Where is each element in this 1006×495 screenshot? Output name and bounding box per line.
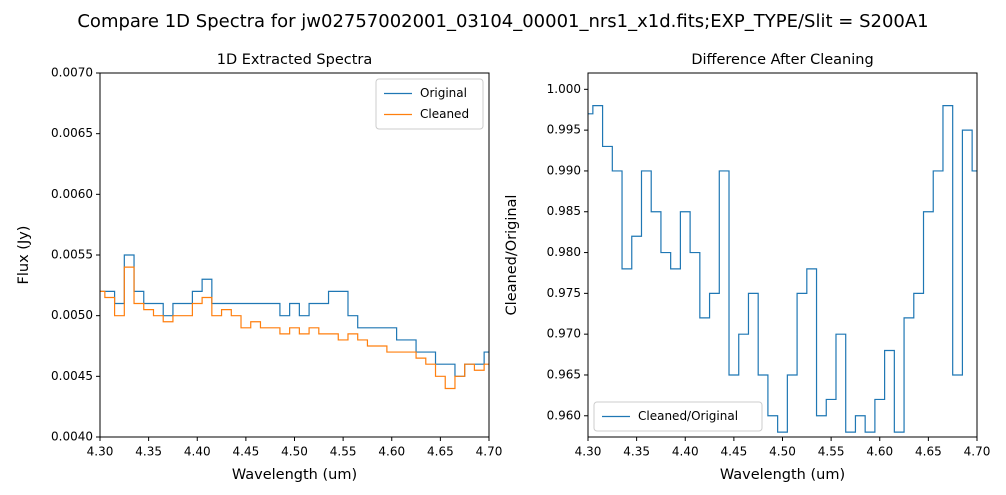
y-tick-label: 0.975 <box>547 286 581 300</box>
x-tick-label: 4.40 <box>184 445 211 459</box>
y-tick-label: 0.965 <box>547 367 581 381</box>
legend-box <box>593 401 763 432</box>
series-line <box>588 105 977 433</box>
axes-frame <box>587 72 978 438</box>
x-tick-label: 4.55 <box>818 445 845 459</box>
x-axis-label: Wavelength (um) <box>720 467 845 483</box>
x-tick-label: 4.70 <box>476 445 503 459</box>
x-tick-label: 4.65 <box>427 445 454 459</box>
x-tick-label: 4.40 <box>672 445 699 459</box>
legend-label: Cleaned <box>420 107 469 121</box>
x-tick-label: 4.35 <box>623 445 650 459</box>
y-tick-label: 0.960 <box>547 408 581 422</box>
x-tick-label: 4.55 <box>330 445 357 459</box>
x-tick-label: 4.50 <box>769 445 796 459</box>
figure-title: Compare 1D Spectra for jw02757002001_031… <box>77 11 928 32</box>
plot-area <box>588 105 977 433</box>
legend-label: Original <box>420 86 467 100</box>
x-tick-label: 4.70 <box>964 445 991 459</box>
y-tick-label: 0.990 <box>547 163 581 177</box>
legend-label: Cleaned/Original <box>638 409 738 423</box>
series-line <box>100 254 489 377</box>
x-tick-label: 4.50 <box>281 445 308 459</box>
x-tick-label: 4.30 <box>575 445 602 459</box>
y-tick-label: 1.000 <box>547 82 581 96</box>
y-tick-label: 0.0065 <box>51 126 93 140</box>
x-tick-label: 4.45 <box>721 445 748 459</box>
y-tick-label: 0.0070 <box>51 66 93 80</box>
y-tick-label: 0.0045 <box>51 369 93 383</box>
y-tick-label: 0.995 <box>547 123 581 137</box>
axes-title: Difference After Cleaning <box>691 52 873 68</box>
axes-frame <box>99 72 490 438</box>
legend-box <box>375 78 484 130</box>
y-tick-label: 0.0040 <box>51 430 93 444</box>
x-tick-label: 4.30 <box>87 445 114 459</box>
y-tick-label: 0.0060 <box>51 187 93 201</box>
x-tick-label: 4.60 <box>866 445 893 459</box>
axes-title: 1D Extracted Spectra <box>217 52 373 68</box>
series-line <box>100 266 489 390</box>
y-axis-label: Cleaned/Original <box>504 195 520 316</box>
y-tick-label: 0.980 <box>547 245 581 259</box>
y-tick-label: 0.0050 <box>51 308 93 322</box>
y-tick-label: 0.970 <box>547 327 581 341</box>
x-tick-label: 4.45 <box>233 445 260 459</box>
y-tick-label: 0.0055 <box>51 248 93 262</box>
x-tick-label: 4.35 <box>135 445 162 459</box>
y-tick-label: 0.985 <box>547 204 581 218</box>
y-axis-label: Flux (Jy) <box>16 226 32 285</box>
x-tick-label: 4.65 <box>915 445 942 459</box>
x-axis-label: Wavelength (um) <box>232 467 357 483</box>
plot-area <box>100 254 489 390</box>
x-tick-label: 4.60 <box>378 445 405 459</box>
